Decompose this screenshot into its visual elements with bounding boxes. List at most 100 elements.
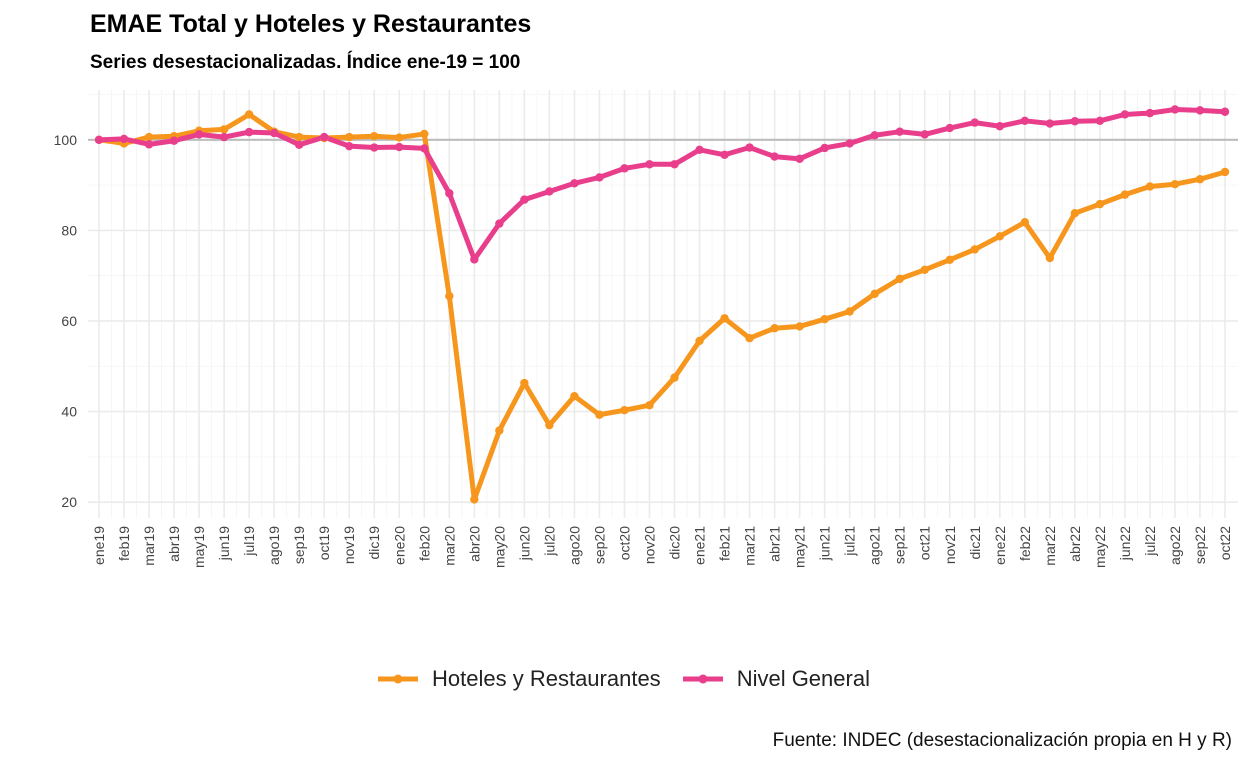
legend-key-hoteles — [378, 674, 419, 684]
data-point-nivel-general — [895, 127, 904, 136]
x-tick-label: mar21 — [742, 526, 758, 566]
legend-item-nivel-general: Nivel General — [682, 666, 870, 692]
data-point-nivel-general — [995, 122, 1004, 131]
x-tick-label: may20 — [491, 526, 507, 568]
chart-subtitle: Series desestacionalizadas. Índice ene-1… — [90, 52, 521, 73]
x-tick-label: feb19 — [116, 526, 132, 561]
data-point-nivel-general — [119, 134, 129, 144]
x-tick-label: nov21 — [942, 526, 958, 564]
data-point-nivel-general — [420, 144, 429, 153]
data-point-nivel-general — [194, 130, 204, 139]
data-point-nivel-general — [770, 152, 779, 161]
data-point-nivel-general — [1045, 119, 1055, 128]
data-point-hoteles — [395, 133, 404, 142]
legend: Hoteles y Restaurantes Nivel General — [0, 666, 1248, 692]
data-point-hoteles — [1045, 253, 1055, 263]
y-tick-label: 40 — [61, 404, 77, 420]
data-point-nivel-general — [670, 160, 679, 169]
data-point-hoteles — [1070, 208, 1080, 218]
x-tick-label: feb21 — [717, 526, 733, 561]
data-point-hoteles — [720, 314, 729, 323]
legend-key-nivel-general — [682, 674, 723, 684]
data-point-nivel-general — [1220, 107, 1230, 116]
data-point-nivel-general — [620, 164, 629, 173]
data-point-hoteles — [695, 336, 704, 346]
data-point-nivel-general — [269, 128, 279, 138]
series-points — [94, 105, 1230, 504]
x-tick-label: dic20 — [667, 526, 683, 560]
data-point-nivel-general — [645, 160, 654, 169]
data-point-hoteles — [294, 132, 304, 142]
data-point-hoteles — [1020, 218, 1030, 227]
data-point-nivel-general — [695, 145, 704, 154]
x-tick-label: nov19 — [341, 526, 357, 564]
x-tick-label: oct21 — [917, 526, 933, 560]
x-tick-label: oct22 — [1217, 526, 1233, 560]
chart-caption: Fuente: INDEC (desestacionalización prop… — [772, 730, 1232, 751]
x-tick-label: sep19 — [291, 526, 307, 564]
data-point-nivel-general — [144, 140, 154, 149]
data-point-hoteles — [970, 245, 979, 254]
data-point-hoteles — [995, 232, 1004, 241]
x-tick-label: jun22 — [1117, 526, 1133, 561]
data-point-nivel-general — [244, 127, 254, 137]
legend-label-nivel-general: Nivel General — [736, 666, 870, 691]
x-tick-label: jun21 — [817, 526, 833, 561]
data-point-hoteles — [495, 426, 504, 435]
data-point-nivel-general — [945, 123, 954, 133]
data-point-hoteles — [445, 291, 454, 301]
data-point-nivel-general — [1145, 108, 1155, 118]
x-tick-label: ago19 — [266, 526, 282, 565]
data-point-nivel-general — [1195, 106, 1205, 115]
x-tick-label: abr21 — [767, 526, 783, 562]
x-tick-label: jul21 — [842, 526, 858, 557]
data-point-hoteles — [1145, 182, 1155, 191]
data-point-hoteles — [470, 495, 479, 504]
data-point-hoteles — [770, 324, 779, 333]
data-point-nivel-general — [570, 179, 579, 188]
x-tick-label: abr19 — [166, 526, 182, 562]
series-line-hoteles — [96, 111, 1228, 502]
data-point-nivel-general — [595, 173, 604, 182]
x-tick-label: jun20 — [516, 526, 532, 561]
data-point-hoteles — [420, 129, 429, 139]
data-point-hoteles — [645, 401, 654, 410]
data-point-hoteles — [244, 110, 254, 119]
y-tick-label: 100 — [54, 132, 78, 148]
x-tick-label: dic19 — [366, 526, 382, 560]
data-point-hoteles — [595, 410, 604, 419]
x-tick-label: ago20 — [566, 526, 582, 565]
x-tick-label: oct19 — [316, 526, 332, 560]
x-tick-label: abr20 — [466, 526, 482, 562]
x-tick-label: ene21 — [692, 526, 708, 565]
x-tick-label: mar20 — [441, 526, 457, 566]
x-tick-label: mar22 — [1042, 526, 1058, 566]
data-point-nivel-general — [745, 143, 754, 152]
data-point-hoteles — [620, 406, 629, 415]
data-point-hoteles — [670, 373, 679, 382]
data-point-nivel-general — [94, 135, 104, 145]
x-tick-label: ene22 — [992, 526, 1008, 565]
x-tick-label: ago21 — [867, 526, 883, 565]
x-tick-label: ene20 — [391, 526, 407, 565]
data-point-nivel-general — [720, 150, 729, 159]
data-point-nivel-general — [1095, 116, 1105, 125]
x-tick-label: feb20 — [416, 526, 432, 561]
x-tick-label: feb22 — [1017, 526, 1033, 561]
data-point-hoteles — [144, 132, 154, 142]
data-point-nivel-general — [1020, 116, 1030, 125]
x-tick-label: may22 — [1092, 526, 1108, 568]
data-point-hoteles — [845, 307, 854, 316]
legend-item-hoteles: Hoteles y Restaurantes — [378, 666, 661, 692]
data-point-nivel-general — [219, 132, 229, 142]
data-point-nivel-general — [1070, 117, 1080, 126]
y-tick-label: 80 — [61, 222, 77, 238]
data-point-nivel-general — [870, 131, 879, 140]
x-tick-label: may19 — [191, 526, 207, 568]
y-tick-label: 60 — [61, 313, 77, 329]
legend-label-hoteles: Hoteles y Restaurantes — [432, 666, 661, 691]
data-point-hoteles — [570, 391, 579, 401]
data-point-hoteles — [1120, 190, 1130, 199]
x-tick-label: sep21 — [892, 526, 908, 564]
x-tick-label: ago22 — [1167, 526, 1183, 565]
